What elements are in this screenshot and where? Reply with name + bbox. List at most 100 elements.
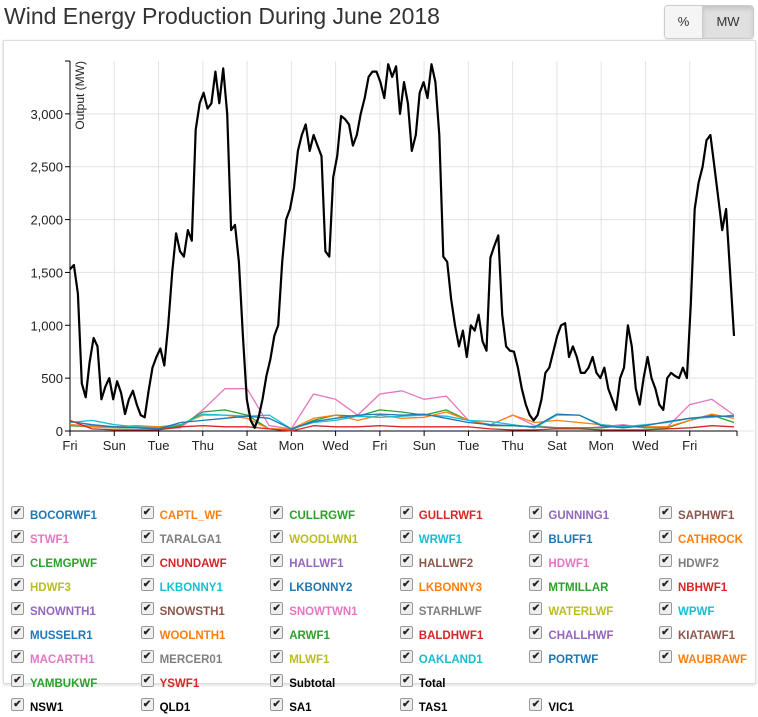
legend-checkbox[interactable]: ✔	[399, 625, 413, 639]
legend-item[interactable]: ✔ MTMILLAR	[529, 577, 608, 597]
legend-item[interactable]: ✔ ARWF1	[270, 625, 330, 645]
legend-checkbox[interactable]: ✔	[659, 625, 672, 639]
legend-checkbox[interactable]: ✔	[659, 505, 672, 519]
legend-item[interactable]: ✔ WOODLWN1	[270, 529, 358, 549]
legend-item[interactable]: ✔ NSW1	[11, 697, 63, 717]
legend-checkbox[interactable]: ✔	[270, 649, 284, 663]
legend-checkbox[interactable]: ✔	[11, 577, 24, 591]
legend-checkbox[interactable]: ✔	[529, 601, 543, 615]
legend-checkbox[interactable]: ✔	[399, 649, 413, 663]
legend-item[interactable]: ✔ LKBONNY2	[270, 577, 352, 597]
legend-checkbox[interactable]: ✔	[270, 505, 284, 519]
legend-item[interactable]: ✔ WPWF	[659, 601, 714, 621]
legend-checkbox[interactable]: ✔	[11, 649, 24, 663]
legend-checkbox[interactable]: ✔	[140, 697, 154, 711]
legend-checkbox[interactable]: ✔	[140, 625, 154, 639]
legend-item[interactable]: ✔ CAPTL_WF	[140, 505, 222, 525]
legend-item[interactable]: ✔ OAKLAND1	[399, 649, 483, 669]
legend-checkbox[interactable]: ✔	[11, 529, 24, 543]
legend-checkbox[interactable]: ✔	[11, 505, 24, 519]
legend-item[interactable]: ✔ QLD1	[140, 697, 190, 717]
legend-item[interactable]: ✔ MLWF1	[270, 649, 329, 669]
legend-item[interactable]: ✔ BOCORWF1	[11, 505, 97, 525]
legend-checkbox[interactable]: ✔	[11, 553, 24, 567]
legend-checkbox[interactable]: ✔	[399, 697, 413, 711]
legend-checkbox[interactable]: ✔	[11, 697, 24, 711]
legend-item[interactable]: ✔ SAPHWF1	[659, 505, 734, 525]
legend-checkbox[interactable]: ✔	[529, 505, 543, 519]
legend-checkbox[interactable]: ✔	[140, 529, 154, 543]
legend-item[interactable]: ✔ WAUBRAWF	[659, 649, 747, 669]
legend-checkbox[interactable]: ✔	[399, 505, 413, 519]
legend-item[interactable]: ✔ CHALLHWF	[529, 625, 614, 645]
legend-checkbox[interactable]: ✔	[140, 505, 154, 519]
legend-checkbox[interactable]: ✔	[399, 577, 413, 591]
legend-checkbox[interactable]: ✔	[11, 601, 24, 615]
legend-checkbox[interactable]: ✔	[270, 529, 284, 543]
legend-item[interactable]: ✔ Total	[399, 673, 445, 693]
legend-item[interactable]: ✔ TARALGA1	[140, 529, 221, 549]
legend-item[interactable]: ✔ Subtotal	[270, 673, 335, 693]
legend-checkbox[interactable]: ✔	[140, 577, 154, 591]
legend-item[interactable]: ✔ BALDHWF1	[399, 625, 483, 645]
legend-checkbox[interactable]: ✔	[140, 601, 154, 615]
legend-checkbox[interactable]: ✔	[140, 649, 154, 663]
legend-item[interactable]: ✔ YAMBUKWF	[11, 673, 97, 693]
legend-item[interactable]: ✔ CATHROCK	[659, 529, 743, 549]
legend-item[interactable]: ✔ TAS1	[399, 697, 447, 717]
legend-checkbox[interactable]: ✔	[399, 601, 413, 615]
legend-checkbox[interactable]: ✔	[140, 673, 154, 687]
legend-item[interactable]: ✔ PORTWF	[529, 649, 598, 669]
legend-item[interactable]: ✔ BLUFF1	[529, 529, 592, 549]
legend-item[interactable]: ✔ YSWF1	[140, 673, 199, 693]
legend-item[interactable]: ✔ SA1	[270, 697, 312, 717]
legend-checkbox[interactable]: ✔	[529, 577, 543, 591]
legend-checkbox[interactable]: ✔	[11, 625, 24, 639]
legend-checkbox[interactable]: ✔	[529, 697, 543, 711]
legend-item[interactable]: ✔ HDWF1	[529, 553, 589, 573]
legend-checkbox[interactable]: ✔	[270, 577, 284, 591]
legend-checkbox[interactable]: ✔	[270, 601, 284, 615]
legend-checkbox[interactable]: ✔	[659, 601, 672, 615]
legend-item[interactable]: ✔ LKBONNY3	[399, 577, 482, 597]
legend-item[interactable]: ✔ SNOWNTH1	[11, 601, 96, 621]
legend-item[interactable]: ✔ WOOLNTH1	[140, 625, 225, 645]
legend-item[interactable]: ✔ SNOWSTH1	[140, 601, 225, 621]
legend-item[interactable]: ✔ STARHLWF	[399, 601, 482, 621]
legend-checkbox[interactable]: ✔	[659, 649, 672, 663]
legend-checkbox[interactable]: ✔	[659, 577, 672, 591]
legend-checkbox[interactable]: ✔	[529, 625, 543, 639]
legend-item[interactable]: ✔ KIATAWF1	[659, 625, 735, 645]
percent-button[interactable]: %	[665, 6, 703, 38]
legend-item[interactable]: ✔ GULLRWF1	[399, 505, 482, 525]
legend-item[interactable]: ✔ STWF1	[11, 529, 69, 549]
legend-checkbox[interactable]: ✔	[399, 553, 413, 567]
legend-checkbox[interactable]: ✔	[270, 553, 284, 567]
legend-item[interactable]: ✔ WATERLWF	[529, 601, 613, 621]
legend-item[interactable]: ✔ VIC1	[529, 697, 574, 717]
legend-item[interactable]: ✔ HALLWF2	[399, 553, 473, 573]
legend-checkbox[interactable]: ✔	[399, 673, 413, 687]
legend-checkbox[interactable]: ✔	[399, 529, 413, 543]
legend-item[interactable]: ✔ CNUNDAWF	[140, 553, 227, 573]
legend-item[interactable]: ✔ HDWF3	[11, 577, 71, 597]
legend-checkbox[interactable]: ✔	[529, 649, 543, 663]
legend-item[interactable]: ✔ NBHWF1	[659, 577, 727, 597]
legend-item[interactable]: ✔ CLEMGPWF	[11, 553, 97, 573]
legend-checkbox[interactable]: ✔	[659, 529, 672, 543]
legend-item[interactable]: ✔ WRWF1	[399, 529, 462, 549]
legend-checkbox[interactable]: ✔	[270, 625, 284, 639]
legend-checkbox[interactable]: ✔	[140, 553, 154, 567]
legend-item[interactable]: ✔ HDWF2	[659, 553, 719, 573]
legend-checkbox[interactable]: ✔	[529, 529, 543, 543]
legend-item[interactable]: ✔ MUSSELR1	[11, 625, 93, 645]
legend-checkbox[interactable]: ✔	[270, 673, 284, 687]
legend-item[interactable]: ✔ MERCER01	[140, 649, 222, 669]
legend-item[interactable]: ✔ LKBONNY1	[140, 577, 223, 597]
legend-checkbox[interactable]: ✔	[11, 673, 24, 687]
legend-item[interactable]: ✔ GUNNING1	[529, 505, 609, 525]
legend-item[interactable]: ✔ MACARTH1	[11, 649, 95, 669]
legend-checkbox[interactable]: ✔	[659, 553, 672, 567]
legend-item[interactable]: ✔ CULLRGWF	[270, 505, 355, 525]
legend-item[interactable]: ✔ HALLWF1	[270, 553, 344, 573]
